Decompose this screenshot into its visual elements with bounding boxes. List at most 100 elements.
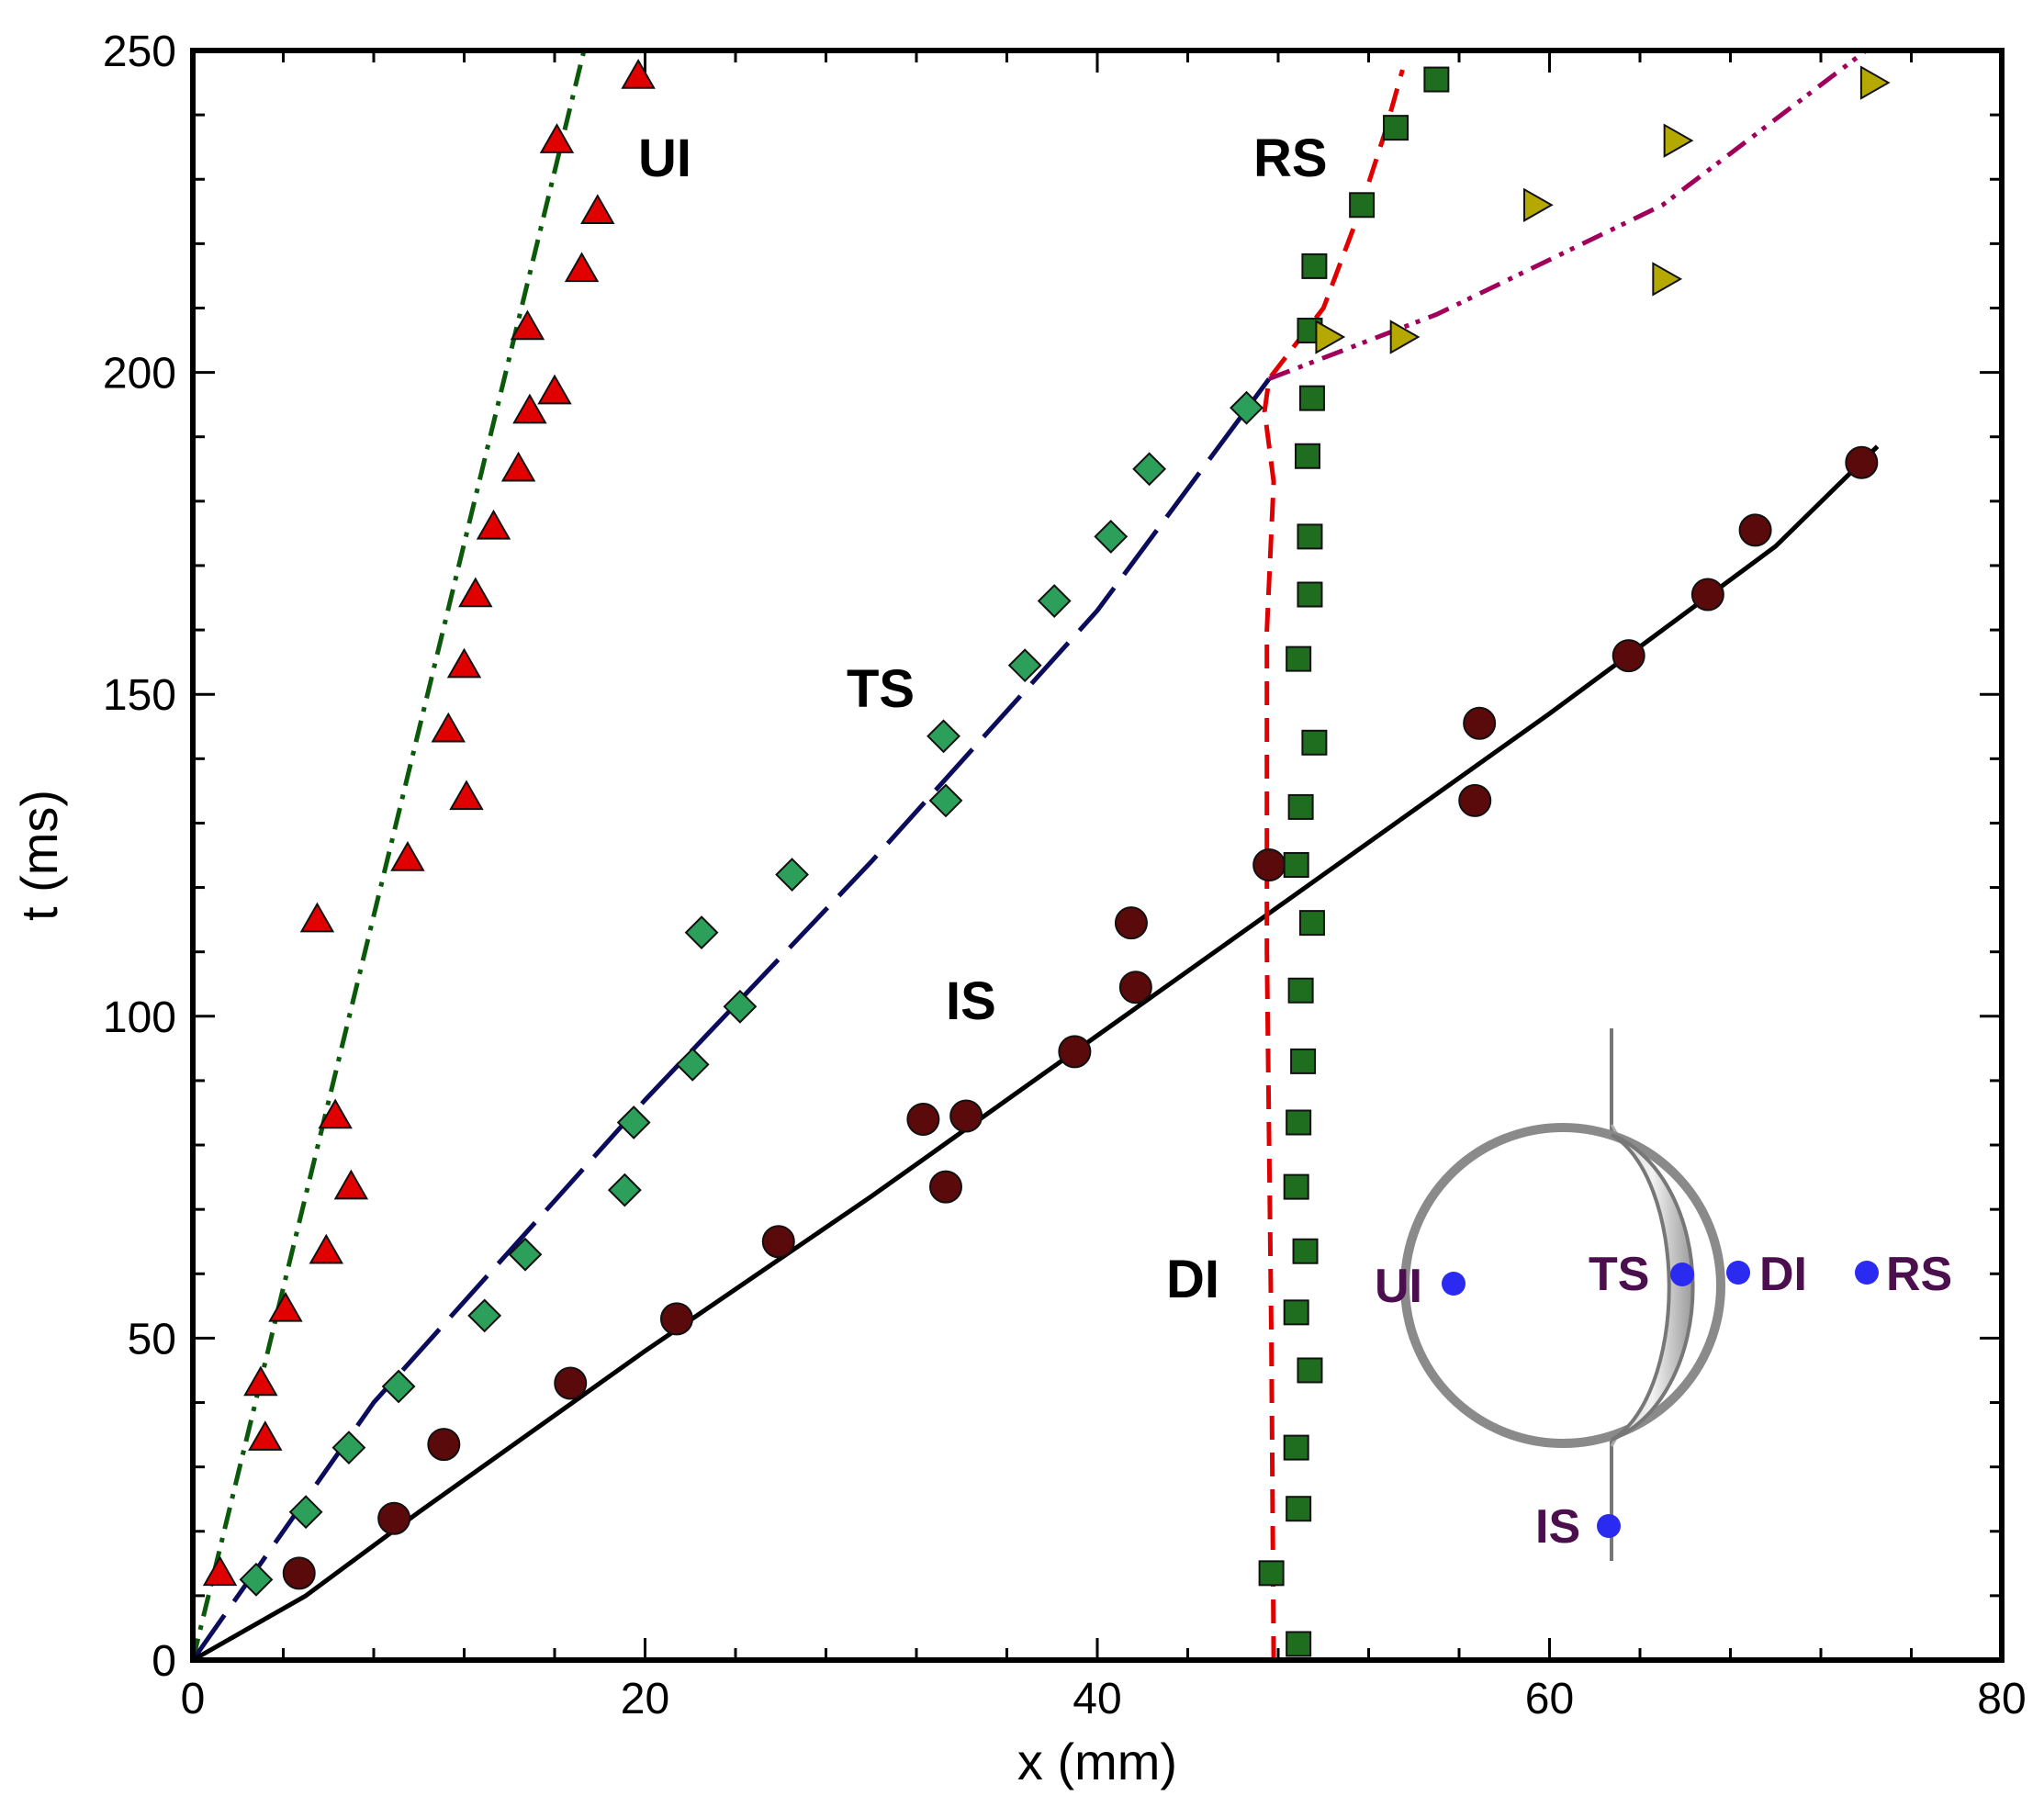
- inset-label-rs: RS: [1886, 1248, 1952, 1301]
- marker-ts: [607, 1173, 642, 1207]
- marker-rs: [1315, 320, 1346, 354]
- y-tick-label: 100: [103, 993, 176, 1042]
- marker-ts: [381, 1369, 416, 1404]
- label-di: DI: [1166, 1250, 1219, 1309]
- marker-ui: [476, 509, 511, 540]
- marker-is: [282, 1556, 316, 1590]
- marker-rs: [1663, 123, 1694, 158]
- marker-ts: [1094, 519, 1129, 554]
- marker-rs: [1859, 65, 1891, 100]
- inset-point-di: [1726, 1261, 1750, 1285]
- inset-point-is: [1597, 1514, 1621, 1538]
- marker-is: [1058, 1035, 1092, 1069]
- marker-di: [1301, 729, 1328, 756]
- marker-ui: [510, 309, 545, 341]
- marker-di: [1349, 192, 1376, 219]
- marker-ts: [616, 1105, 651, 1139]
- x-tick-label: 80: [1977, 1675, 2026, 1723]
- marker-ui: [458, 577, 493, 608]
- x-tick-label: 60: [1525, 1675, 1574, 1723]
- marker-ts: [508, 1237, 543, 1272]
- marker-is: [1738, 513, 1772, 547]
- marker-ts: [1007, 648, 1042, 683]
- marker-ui: [539, 123, 575, 153]
- marker-di: [1292, 1238, 1319, 1264]
- marker-di: [1283, 1434, 1309, 1461]
- marker-di: [1286, 1109, 1312, 1136]
- marker-ui: [512, 393, 547, 424]
- marker-di: [1287, 977, 1314, 1004]
- marker-ts: [723, 989, 758, 1024]
- marker-is: [1114, 906, 1148, 940]
- marker-is: [949, 1099, 983, 1133]
- marker-is: [906, 1102, 940, 1136]
- marker-is: [1252, 848, 1286, 882]
- label-ts: TS: [847, 659, 915, 719]
- marker-is: [554, 1366, 588, 1400]
- marker-is: [1458, 783, 1492, 817]
- marker-di: [1283, 1299, 1309, 1326]
- marker-di: [1383, 115, 1409, 141]
- marker-ui: [449, 780, 484, 811]
- marker-ui: [537, 374, 572, 405]
- marker-di: [1287, 793, 1314, 820]
- label-ui: UI: [638, 129, 691, 188]
- label-rs: RS: [1253, 129, 1328, 188]
- inset-label-is: IS: [1535, 1500, 1580, 1554]
- axis-ticks: [191, 49, 2004, 1662]
- marker-is: [427, 1428, 461, 1462]
- marker-ui: [333, 1169, 369, 1200]
- x-axis-title: x (mm): [1017, 1733, 1177, 1790]
- data-markers: [202, 59, 1891, 1657]
- marker-is: [1690, 578, 1724, 612]
- inset-point-rs: [1855, 1261, 1879, 1285]
- marker-di: [1286, 645, 1312, 672]
- marker-ts: [288, 1495, 323, 1530]
- marker-di: [1297, 1357, 1323, 1384]
- marker-ts: [684, 915, 719, 950]
- marker-di: [1298, 385, 1325, 411]
- inset-label-di: DI: [1759, 1248, 1807, 1301]
- marker-di: [1295, 443, 1321, 469]
- plot-frame: [190, 48, 2005, 1663]
- marker-ui: [446, 647, 482, 679]
- y-tick-label: 150: [103, 671, 176, 720]
- marker-rs: [1389, 320, 1421, 354]
- fit-line-di-fit: [1262, 69, 1405, 1661]
- marker-ui: [299, 902, 335, 933]
- marker-di: [1286, 1631, 1312, 1657]
- marker-rs: [1522, 187, 1554, 223]
- marker-di: [1297, 523, 1323, 550]
- marker-ts: [1230, 390, 1263, 425]
- marker-ui: [202, 1555, 238, 1587]
- marker-di: [1301, 252, 1328, 279]
- inset-label-ts: TS: [1589, 1248, 1649, 1301]
- marker-ts: [1132, 452, 1167, 487]
- marker-di: [1286, 1496, 1312, 1522]
- marker-ts: [1037, 584, 1072, 618]
- marker-ts: [467, 1298, 502, 1333]
- marker-rs: [1652, 262, 1683, 297]
- marker-ts: [239, 1562, 274, 1597]
- marker-ts: [675, 1047, 710, 1082]
- y-tick-label: 50: [128, 1315, 176, 1364]
- marker-di: [1283, 852, 1309, 879]
- inset-schematic: UI TS DI RS IS: [1375, 1028, 1952, 1561]
- inset-crescent: [1611, 1133, 1695, 1442]
- label-is: IS: [946, 971, 996, 1031]
- tick-labels: 0 20 40 60 80 0 50 100 150 200 250: [103, 28, 2027, 1723]
- y-tick-label: 250: [103, 28, 176, 76]
- marker-is: [1845, 445, 1879, 479]
- y-tick-label: 0: [152, 1637, 176, 1686]
- marker-di: [1297, 581, 1323, 608]
- marker-di: [1290, 1048, 1317, 1074]
- marker-is: [1118, 971, 1152, 1004]
- marker-ts: [928, 783, 963, 818]
- marker-di: [1423, 66, 1450, 93]
- marker-ui: [390, 840, 425, 871]
- inset-point-ui: [1442, 1272, 1466, 1296]
- x-tick-label: 0: [181, 1675, 206, 1723]
- fit-line-is-fit: [191, 444, 1880, 1663]
- marker-is: [1612, 639, 1645, 673]
